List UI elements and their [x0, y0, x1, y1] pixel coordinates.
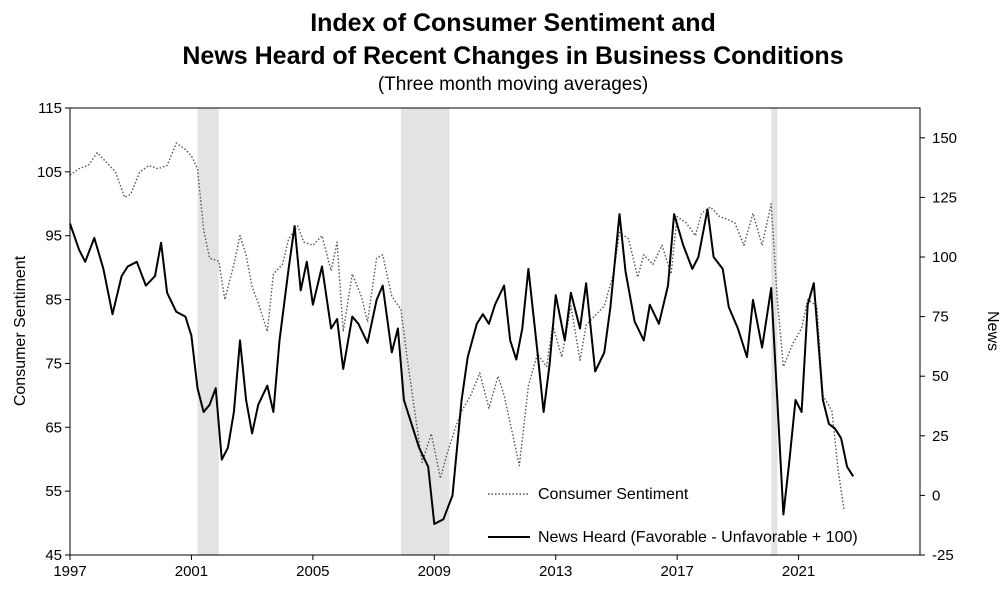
right-tick-label: 100 — [932, 249, 957, 266]
right-tick-label: 150 — [932, 130, 957, 147]
chart-title-line1: Index of Consumer Sentiment and — [310, 9, 716, 37]
left-tick-label: 95 — [45, 228, 62, 245]
right-tick-label: 0 — [932, 487, 940, 504]
x-tick-label: 2001 — [175, 563, 208, 580]
left-tick-label: 85 — [45, 292, 62, 309]
right-axis-ticks: -25 0 25 50 75 100 125 150 — [920, 130, 957, 564]
legend-label-news-heard: News Heard (Favorable - Unfavorable + 10… — [538, 529, 858, 546]
recession-band-1 — [400, 108, 450, 555]
chart-title-line2: News Heard of Recent Changes in Business… — [182, 42, 843, 70]
left-tick-label: 115 — [38, 100, 62, 117]
legend: Consumer Sentiment News Heard (Favorable… — [488, 486, 858, 546]
legend-label-consumer-sentiment: Consumer Sentiment — [538, 486, 689, 503]
chart-subtitle: (Three month moving averages) — [378, 74, 648, 95]
left-tick-label: 75 — [45, 355, 62, 372]
left-axis-ticks: 45 55 65 75 85 95 105 115 — [37, 100, 70, 564]
x-axis-ticks: 1997 2001 2005 2009 2013 2017 2021 — [53, 555, 815, 580]
x-tick-label: 2021 — [782, 563, 815, 580]
right-tick-label: 125 — [932, 189, 957, 206]
x-tick-label: 2017 — [660, 563, 693, 580]
series-lines — [69, 142, 855, 525]
right-tick-label: 25 — [932, 428, 949, 445]
left-axis-label: Consumer Sentiment — [12, 255, 29, 406]
right-tick-label: 75 — [932, 309, 949, 326]
right-tick-label: -25 — [932, 547, 954, 564]
x-tick-label: 2013 — [539, 563, 572, 580]
plot-frame — [69, 107, 921, 556]
right-axis-label: News — [984, 311, 1000, 351]
x-tick-label: 2005 — [296, 563, 329, 580]
left-tick-label: 65 — [45, 419, 62, 436]
x-tick-label: 2009 — [418, 563, 451, 580]
right-tick-label: 50 — [932, 368, 949, 385]
x-tick-label: 1997 — [53, 563, 86, 580]
left-tick-label: 45 — [45, 547, 62, 564]
recession-band-0 — [197, 108, 219, 555]
series-line-news-heard — [69, 208, 855, 525]
recession-bands — [197, 108, 778, 555]
left-tick-label: 55 — [45, 483, 62, 500]
left-tick-label: 105 — [37, 164, 62, 181]
